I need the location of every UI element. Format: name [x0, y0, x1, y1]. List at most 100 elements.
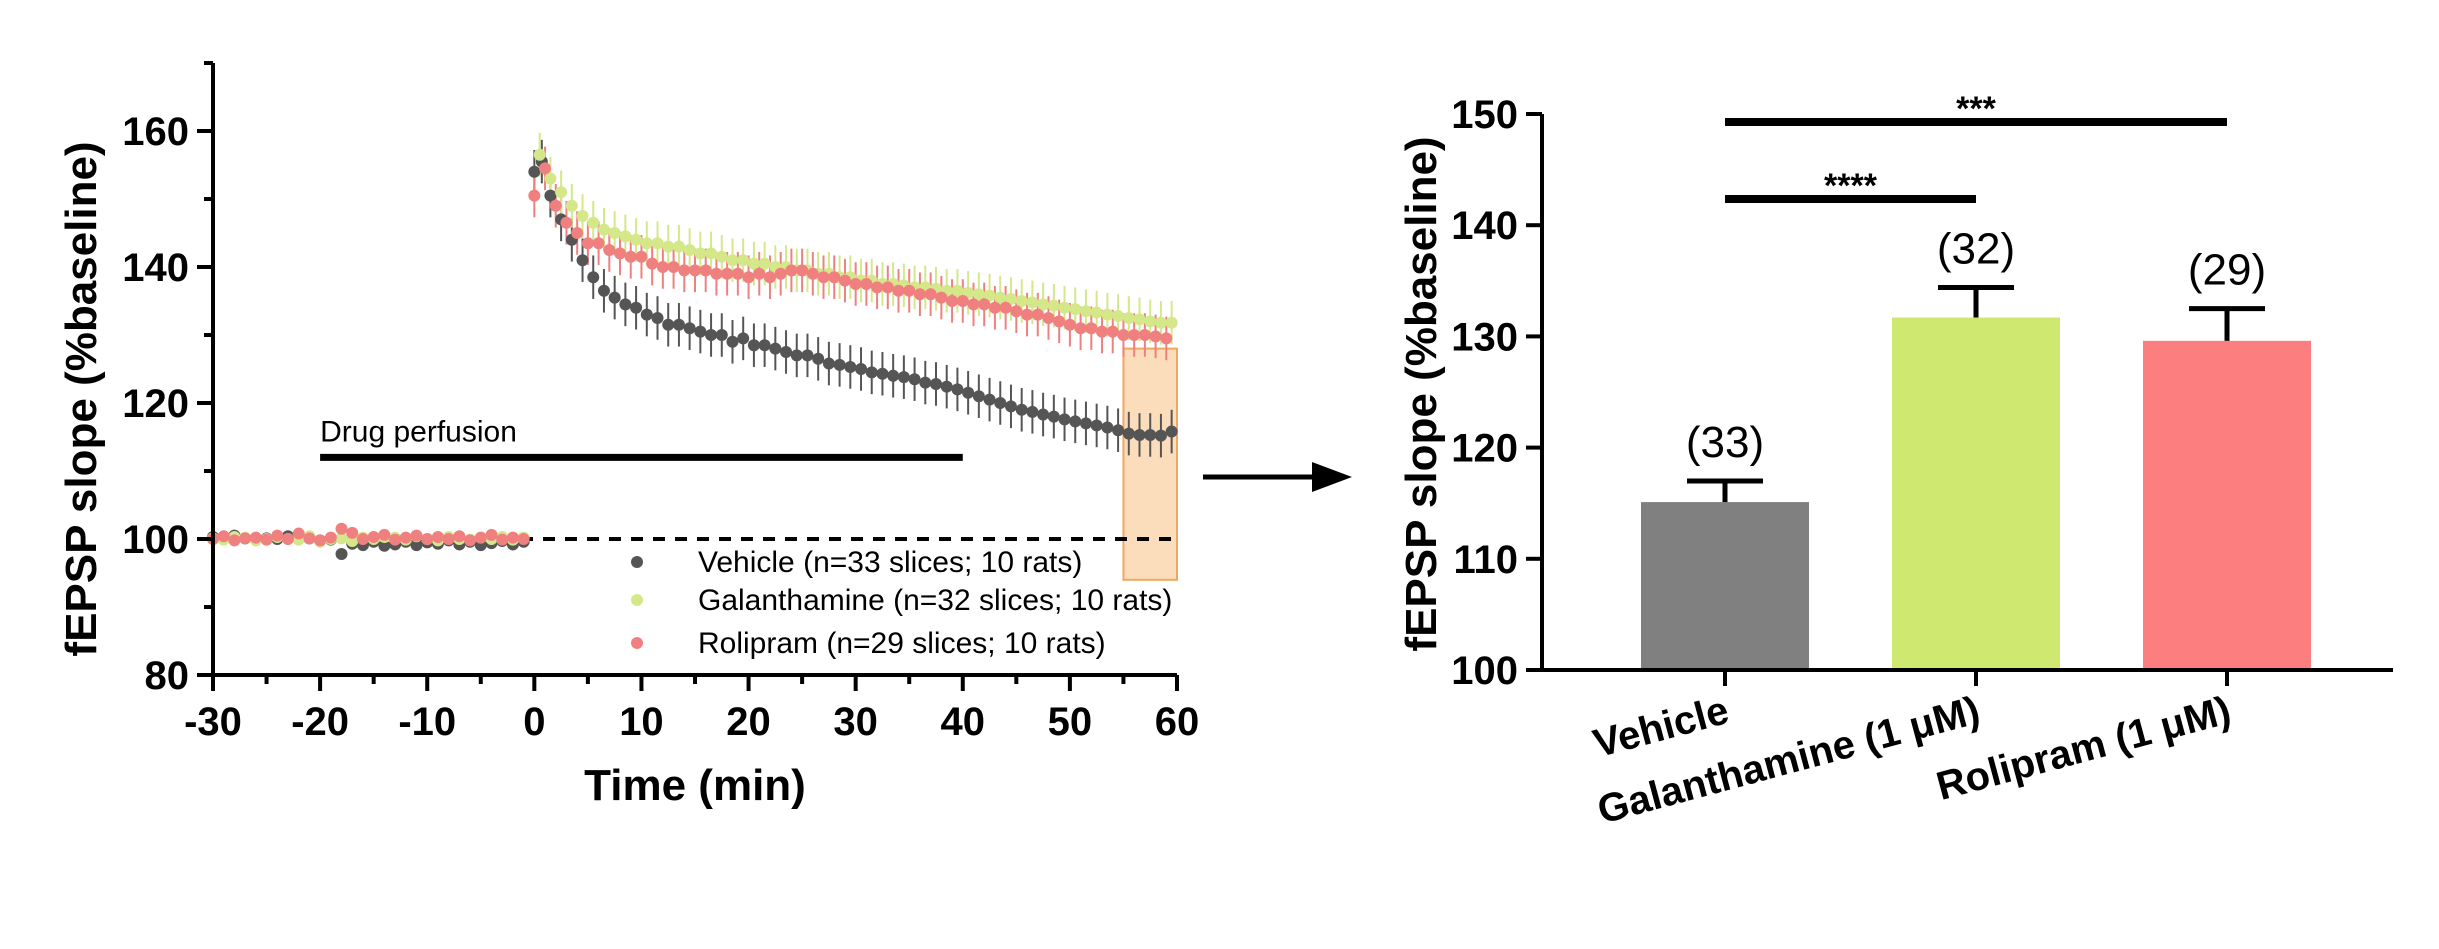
data-point: [972, 390, 985, 403]
data-point: [624, 250, 637, 263]
data-point: [517, 533, 530, 545]
data-point: [972, 288, 985, 301]
data-point: [1101, 308, 1114, 321]
data-point: [769, 342, 782, 355]
x-tick-label: 40: [941, 700, 986, 744]
data-point: [544, 172, 557, 185]
data-point: [271, 529, 284, 542]
data-point: [662, 318, 675, 331]
data-point: [597, 284, 610, 297]
y-axis-title: fEPSP slope (%baseline): [57, 141, 106, 656]
data-point: [951, 383, 964, 396]
data-point: [335, 532, 348, 545]
data-point: [913, 288, 926, 301]
data-point: [758, 339, 771, 352]
data-point: [1122, 427, 1135, 440]
data-point: [967, 298, 980, 311]
data-point: [721, 267, 734, 280]
data-point: [828, 271, 841, 284]
data-point: [389, 533, 402, 546]
data-point: [1149, 330, 1162, 343]
data-point: [1015, 403, 1028, 416]
x-tick-label: 50: [1048, 700, 1093, 744]
data-point: [442, 533, 455, 545]
data-point: [346, 526, 359, 539]
bar-y-tick-label: 110: [1453, 538, 1518, 582]
data-point: [1069, 303, 1082, 316]
bar-y-tick-label: 150: [1451, 93, 1518, 137]
n-label: (33): [1686, 418, 1764, 467]
data-point: [855, 363, 868, 375]
data-point: [924, 288, 937, 301]
data-point: [597, 223, 610, 236]
data-point: [758, 257, 771, 270]
data-point: [715, 250, 728, 263]
bars: (33)Vehicle(32)Galanthamine (1 μM)(29)Ro…: [1589, 224, 2311, 833]
data-point: [747, 257, 760, 270]
data-point: [528, 189, 541, 202]
y-tick-label: 100: [122, 518, 189, 562]
data-point: [378, 539, 391, 552]
bar: [2143, 340, 2311, 670]
data-point: [249, 531, 262, 544]
data-point: [667, 261, 680, 273]
data-point: [651, 237, 664, 250]
data-point: [930, 377, 942, 390]
data-point: [817, 271, 830, 284]
data-point: [1165, 316, 1178, 329]
data-point: [576, 210, 589, 222]
data-point: [903, 284, 916, 297]
data-point: [1069, 415, 1082, 428]
y-tick-label: 160: [122, 110, 189, 154]
data-point: [1063, 318, 1076, 331]
data-point: [630, 233, 643, 246]
data-point: [303, 532, 316, 545]
data-point: [1106, 325, 1119, 338]
data-point: [1058, 301, 1071, 314]
data-point: [292, 527, 305, 540]
data-point: [683, 244, 696, 256]
bar: [1892, 317, 2060, 670]
data-point: [410, 529, 423, 542]
legend: Vehicle (n=33 slices; 10 rats) Galanthami…: [631, 546, 1172, 660]
data-point: [919, 376, 932, 389]
legend-marker: [631, 594, 643, 606]
data-point: [672, 318, 685, 331]
x-tick-label: 60: [1155, 700, 1200, 744]
bar-y-axis-title: fEPSP slope (%baseline): [1397, 136, 1446, 651]
data-point: [335, 522, 348, 535]
data-point: [576, 254, 589, 267]
data-point: [506, 531, 519, 544]
data-point: [217, 530, 230, 543]
data-point: [1047, 299, 1060, 312]
data-point: [367, 530, 380, 543]
data-point: [1053, 315, 1066, 328]
data-point: [281, 533, 294, 545]
data-point: [1047, 410, 1060, 423]
data-point: [790, 349, 803, 362]
data-point: [780, 346, 793, 358]
data-point: [1117, 329, 1130, 341]
data-point: [1165, 425, 1178, 438]
data-point: [1085, 322, 1098, 335]
data-point: [935, 291, 948, 304]
data-point: [1010, 305, 1023, 318]
data-point: [940, 380, 953, 393]
data-point: [410, 539, 423, 552]
data-point: [876, 367, 889, 380]
data-point: [956, 295, 969, 307]
data-point: [1058, 413, 1071, 426]
data-points: [207, 148, 1178, 560]
data-point: [1021, 308, 1034, 321]
n-label: (32): [1937, 224, 2015, 273]
x-axis-title: Time (min): [584, 761, 806, 810]
data-point: [646, 257, 659, 270]
data-point: [1031, 308, 1044, 321]
data-point: [908, 373, 921, 386]
highlight-window-rect: [1122, 347, 1179, 581]
data-point: [737, 254, 750, 267]
data-point: [753, 267, 766, 280]
data-point: [983, 289, 996, 302]
data-point: [747, 339, 760, 352]
